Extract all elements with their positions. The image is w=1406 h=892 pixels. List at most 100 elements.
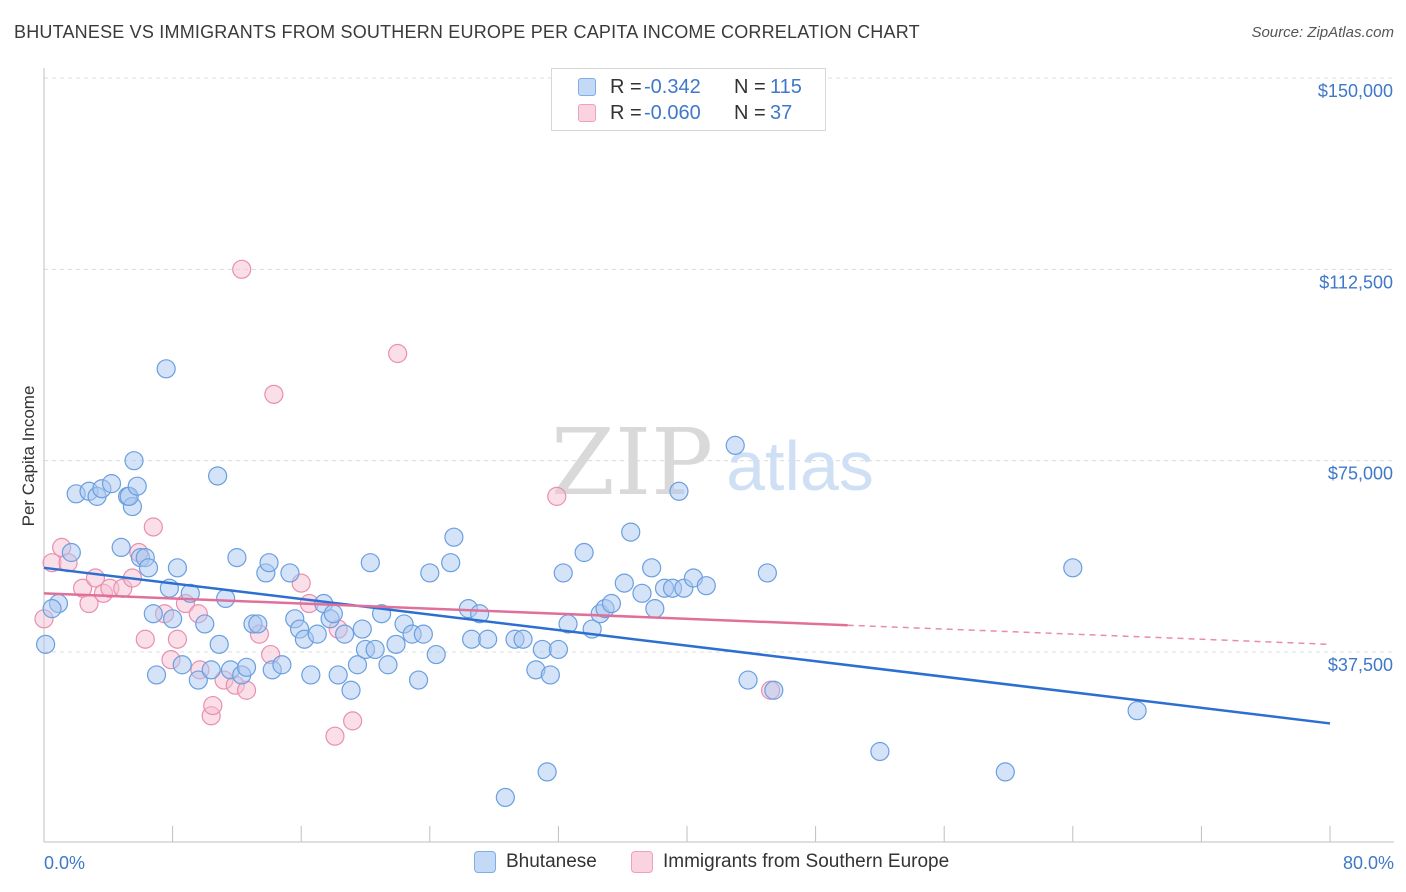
- correlation-legend: R = -0.342 N = 115 R = -0.060 N = 37: [551, 68, 826, 131]
- legend-n-label: N =: [734, 101, 766, 124]
- data-point-immigrants: [203, 695, 223, 716]
- series-legend-immigrants[interactable]: Immigrants from Southern Europe: [631, 851, 949, 873]
- legend-n-label: N =: [734, 75, 766, 98]
- source-label: Source: ZipAtlas.com: [1251, 24, 1394, 41]
- data-point-bhutanese: [208, 466, 228, 486]
- trend-line-bhutanese: [43, 566, 1331, 725]
- data-point-bhutanese: [621, 522, 641, 542]
- data-point-bhutanese: [127, 476, 147, 496]
- data-point-bhutanese: [738, 670, 758, 690]
- data-point-bhutanese: [167, 558, 188, 578]
- data-point-bhutanese: [378, 655, 398, 675]
- trend-line-immigrants-extension: [847, 624, 1331, 646]
- chart-title: BHUTANESE VS IMMIGRANTS FROM SOUTHERN EU…: [14, 22, 920, 42]
- data-point-immigrants: [547, 486, 567, 506]
- data-point-bhutanese: [280, 563, 300, 583]
- data-point-bhutanese: [195, 614, 215, 634]
- y-axis-label: Per Capita Income: [19, 386, 38, 527]
- data-point-bhutanese: [138, 558, 159, 578]
- data-point-bhutanese: [495, 787, 515, 808]
- grid-lines: [44, 77, 1394, 653]
- y-tick-label: $37,500: [1328, 655, 1393, 675]
- data-point-immigrants: [167, 629, 188, 649]
- data-point-bhutanese: [124, 451, 144, 471]
- data-point-bhutanese: [301, 665, 321, 685]
- data-point-bhutanese: [42, 599, 62, 619]
- data-point-bhutanese: [1127, 701, 1147, 721]
- data-point-bhutanese: [188, 670, 208, 690]
- legend-r-value: -0.342: [644, 75, 701, 98]
- series-legend-label: Immigrants from Southern Europe: [663, 851, 950, 872]
- legend-n-value: 37: [770, 101, 793, 124]
- data-point-bhutanese: [540, 665, 560, 685]
- watermark-atlas: atlas: [726, 427, 874, 505]
- data-point-bhutanese: [143, 604, 163, 624]
- x-tick-label-max: 80.0%: [1343, 853, 1394, 873]
- data-point-bhutanese: [236, 657, 257, 677]
- data-point-bhutanese: [669, 481, 689, 501]
- data-point-bhutanese: [201, 660, 221, 680]
- data-point-bhutanese: [111, 537, 131, 558]
- data-point-bhutanese: [61, 542, 81, 563]
- data-point-bhutanese: [441, 553, 461, 573]
- legend-row-bhutanese: R = -0.342 N = 115: [578, 75, 810, 99]
- data-point-bhutanese: [532, 639, 552, 660]
- data-point-bhutanese: [725, 435, 745, 455]
- data-point-bhutanese: [307, 624, 327, 644]
- data-point-bhutanese: [413, 624, 433, 644]
- series-bhutanese-points: [36, 359, 1147, 808]
- data-point-bhutanese: [248, 614, 268, 634]
- data-point-immigrants: [143, 517, 163, 537]
- data-point-bhutanese: [574, 542, 594, 563]
- data-point-bhutanese: [365, 639, 385, 660]
- data-point-immigrants: [264, 384, 284, 404]
- data-point-bhutanese: [328, 665, 348, 685]
- y-tick-label: $75,000: [1328, 464, 1393, 484]
- data-point-bhutanese: [632, 583, 652, 603]
- series-legend-swatch-blue: [474, 851, 496, 873]
- watermark-zip: ZIP: [551, 409, 713, 516]
- data-point-bhutanese: [870, 741, 890, 762]
- data-point-bhutanese: [272, 655, 292, 675]
- data-point-bhutanese: [386, 634, 406, 654]
- data-point-bhutanese: [323, 604, 343, 624]
- legend-r-value: -0.060: [644, 101, 701, 124]
- y-tick-label: $112,500: [1319, 272, 1393, 292]
- legend-r-label: R =: [610, 75, 642, 98]
- data-point-bhutanese: [216, 588, 236, 609]
- legend-r-label: R =: [610, 101, 642, 124]
- data-point-bhutanese: [757, 563, 777, 583]
- legend-swatch-blue: [578, 78, 596, 96]
- data-point-bhutanese: [352, 619, 372, 639]
- data-point-immigrants: [388, 343, 408, 364]
- data-point-bhutanese: [696, 576, 716, 596]
- data-point-bhutanese: [645, 599, 665, 619]
- data-point-bhutanese: [537, 762, 557, 782]
- data-point-bhutanese: [995, 762, 1015, 782]
- data-point-bhutanese: [227, 548, 247, 568]
- data-point-bhutanese: [642, 558, 662, 578]
- data-point-bhutanese: [426, 644, 446, 665]
- series-legend-bhutanese[interactable]: Bhutanese: [474, 851, 597, 873]
- data-point-bhutanese: [601, 593, 622, 614]
- data-point-bhutanese: [478, 629, 498, 649]
- data-point-bhutanese: [36, 634, 56, 654]
- data-point-bhutanese: [461, 629, 482, 649]
- data-point-bhutanese: [548, 639, 569, 660]
- y-tick-labels: $37,500 $75,000 $112,500 $150,000: [1318, 81, 1393, 675]
- data-point-bhutanese: [172, 655, 192, 675]
- data-point-immigrants: [135, 629, 155, 649]
- data-point-bhutanese: [259, 553, 279, 573]
- series-legend: Bhutanese Immigrants from Southern Europ…: [0, 851, 1406, 877]
- data-point-immigrants: [343, 711, 363, 731]
- data-point-bhutanese: [163, 609, 183, 629]
- data-point-bhutanese: [553, 563, 573, 583]
- legend-swatch-pink: [578, 104, 596, 122]
- data-point-bhutanese: [764, 680, 784, 700]
- y-tick-label: $150,000: [1318, 81, 1393, 101]
- series-legend-swatch-pink: [631, 851, 653, 873]
- data-point-bhutanese: [156, 359, 176, 379]
- trend-line-immigrants: [43, 592, 848, 627]
- data-point-bhutanese: [513, 629, 533, 649]
